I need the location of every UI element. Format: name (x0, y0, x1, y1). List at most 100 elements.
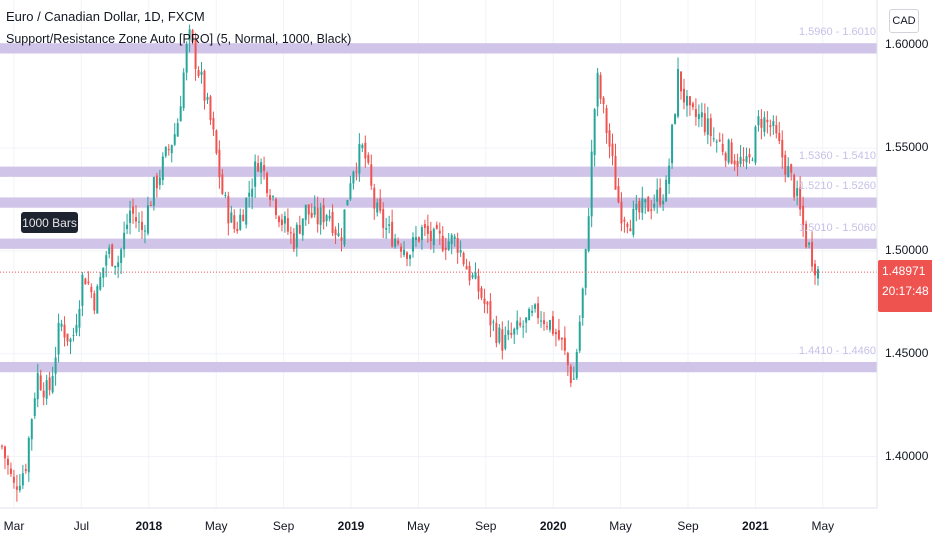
candle-body (504, 334, 507, 349)
zone-label: 1.5360 - 1.5410 (798, 149, 876, 162)
candle-body (260, 162, 263, 173)
candle-body (554, 332, 557, 335)
candle-body (161, 156, 164, 180)
candle-body (60, 323, 63, 327)
candle-body (295, 224, 298, 248)
candle-body (120, 249, 123, 263)
candle-body (534, 304, 537, 309)
candle-body (185, 44, 188, 73)
candle-body (263, 165, 266, 171)
candle-body (117, 262, 120, 267)
candle-body (191, 30, 194, 42)
sr-zone (0, 238, 877, 249)
candle-body (6, 458, 9, 466)
candle-body (102, 267, 105, 278)
candle-body (27, 438, 30, 473)
chart-title: Euro / Canadian Dollar, 1D, FXCM (6, 9, 205, 24)
candle-body (45, 380, 48, 399)
candle-body (668, 165, 671, 184)
candle-body (114, 265, 117, 268)
x-tick-label: May (407, 519, 430, 533)
candle-body (84, 278, 87, 285)
candle-body (221, 174, 224, 194)
candle-body (376, 202, 379, 213)
candle-body (572, 378, 575, 380)
y-tick-label: 1.60000 (885, 37, 929, 52)
candle-body (170, 145, 173, 154)
candle-body (167, 149, 170, 151)
candle-body (272, 196, 275, 198)
candle-body (766, 119, 769, 123)
candle-body (444, 247, 447, 251)
candle-body (18, 485, 21, 491)
candle-body (665, 179, 668, 202)
candle-body (63, 324, 66, 338)
candle-body (659, 187, 662, 205)
candle-body (623, 219, 626, 222)
candle-body (257, 163, 260, 172)
bars-badge: 1000 Bars (21, 212, 78, 233)
x-tick-label: May (609, 519, 632, 533)
y-tick-label: 1.50000 (885, 242, 929, 257)
candle-body (394, 238, 397, 247)
y-tick-label: 1.40000 (885, 448, 929, 463)
candle-body (230, 212, 233, 223)
candle-body (66, 333, 69, 342)
candle-body (304, 204, 307, 220)
candle-body (57, 322, 60, 355)
candle-body (525, 317, 528, 323)
candle-body (269, 195, 272, 200)
candle-body (388, 224, 391, 226)
candle-body (608, 130, 611, 147)
candle-body (465, 266, 468, 270)
x-tick-label: 2021 (742, 519, 769, 533)
candle-body (450, 234, 453, 245)
candle-body (140, 221, 143, 230)
candle-body (93, 293, 96, 311)
currency-button[interactable]: CAD (889, 9, 919, 33)
x-tick-label: 2019 (337, 519, 365, 533)
last-price-value: 1.48971 (882, 264, 926, 279)
candle-body (266, 172, 269, 194)
candle-body (605, 108, 608, 133)
candle-body (578, 321, 581, 351)
candle-body (593, 109, 596, 156)
candle-body (194, 40, 197, 69)
candle-body (647, 197, 650, 212)
candle-body (694, 109, 697, 117)
candle-body (87, 281, 90, 284)
candle-body (292, 233, 295, 250)
candle-body (462, 252, 465, 265)
candle-body (132, 206, 135, 214)
candle-body (745, 156, 748, 163)
zone-label: 1.4410 - 1.4460 (798, 344, 876, 357)
candle-body (799, 187, 802, 210)
candle-body (233, 215, 236, 230)
candle-body (24, 469, 27, 471)
candle-body (769, 125, 772, 127)
candle-body (391, 221, 394, 247)
candle-body (248, 192, 251, 197)
candle-body (406, 252, 409, 259)
candle-body (1, 445, 3, 447)
indicator-label[interactable]: Support/Resistance Zone Auto [PRO] (5, N… (6, 32, 352, 46)
candle-body (516, 320, 519, 330)
last-price-label: 1.48971 20:17:48 (878, 260, 932, 313)
candle-body (632, 208, 635, 235)
candlestick-series (1, 24, 819, 502)
x-tick-label: 2018 (135, 519, 163, 533)
candle-body (566, 353, 569, 366)
candle-body (12, 476, 15, 483)
candle-body (453, 236, 456, 239)
x-tick-label: Mar (3, 519, 25, 533)
candle-body (403, 249, 406, 255)
candle-body (471, 275, 474, 278)
candle-body (569, 366, 572, 384)
candle-body (21, 473, 24, 486)
candle-body (650, 209, 653, 211)
x-tick-label: Sep (677, 519, 699, 533)
candle-body (671, 124, 674, 164)
candle-body (802, 205, 805, 226)
candle-body (456, 238, 459, 253)
